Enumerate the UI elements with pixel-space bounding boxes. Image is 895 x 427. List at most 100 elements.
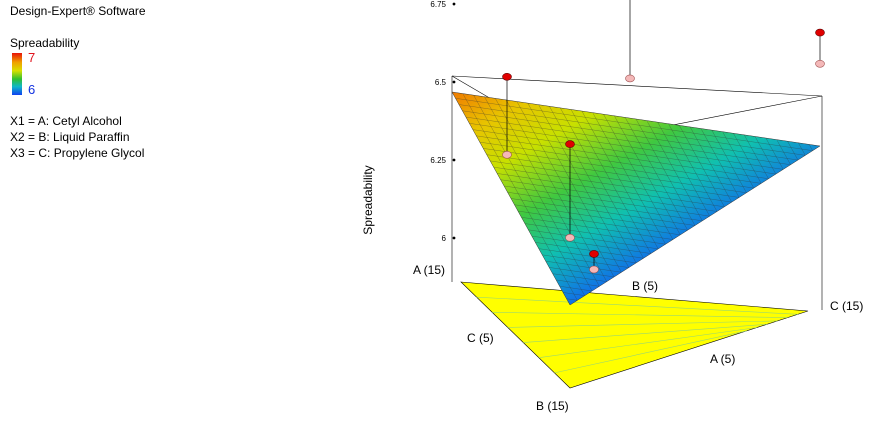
mesh-line [545, 260, 622, 273]
mesh-line [504, 185, 710, 217]
floor-contour [476, 296, 798, 315]
vertex-label-c-low: C (5) [467, 331, 494, 345]
mesh-line [679, 125, 725, 207]
vertex-label-c-high: C (15) [830, 299, 863, 313]
vertex-label-b-low: B (5) [632, 279, 658, 293]
z-axis-label: Spreadability [361, 165, 375, 234]
design-points [502, 0, 825, 274]
mesh-line [514, 204, 688, 231]
mesh-line [527, 103, 622, 273]
mesh-line [765, 137, 784, 170]
mesh-line [490, 160, 740, 198]
mesh-line [581, 110, 659, 249]
floor-contour [554, 330, 747, 374]
mesh-line [635, 118, 696, 226]
mesh-line [614, 115, 681, 235]
z-tick-mark [452, 80, 456, 84]
mesh-line [711, 130, 747, 193]
mesh-line [566, 298, 578, 301]
mesh-line [689, 126, 732, 203]
floor-contour [492, 311, 788, 318]
mesh-line [538, 248, 637, 264]
floor-contours [476, 296, 798, 374]
vertex-label-a-high: A (15) [413, 263, 445, 277]
actual-point [589, 250, 599, 258]
mesh-line [549, 267, 615, 278]
predicted-point [589, 265, 599, 274]
mesh-line [552, 273, 607, 282]
mesh-line [733, 133, 762, 184]
z-tick-label: 6 [442, 234, 447, 243]
predicted-point [625, 74, 635, 83]
response-name: Spreadability [10, 36, 80, 50]
mesh-line [493, 167, 732, 203]
mesh-line [521, 217, 673, 240]
mesh-line [507, 192, 703, 221]
floor-triangle [460, 281, 809, 389]
mesh-line [497, 173, 725, 207]
mesh-line [484, 96, 593, 292]
mesh-line [625, 117, 688, 231]
mesh-line [517, 210, 681, 236]
mesh-line [483, 148, 754, 189]
mesh-line [535, 242, 644, 259]
color-scale-low: 6 [28, 82, 36, 97]
mesh-line [787, 141, 799, 161]
mesh-line [462, 110, 798, 161]
mesh-line [542, 254, 629, 268]
mesh-line [505, 99, 607, 282]
mesh-line [476, 135, 769, 179]
mesh-line [603, 114, 674, 240]
z-axis: 66.256.56.757 [430, 0, 456, 243]
mesh-line [754, 136, 777, 175]
mesh-line [776, 139, 791, 165]
floor-contour [523, 323, 768, 343]
mesh-line [646, 120, 703, 221]
vertex-label-b-high: B (15) [536, 399, 569, 413]
z-tick-mark [452, 236, 456, 240]
mesh-line [528, 229, 659, 250]
color-scale-bar [12, 53, 22, 95]
mesh-line [500, 179, 718, 212]
mesh-line [798, 142, 806, 156]
mesh-line [700, 128, 740, 198]
mesh-line [559, 286, 593, 292]
factor-label-x3: X3 = C: Propylene Glycol [10, 146, 145, 160]
mesh-line [462, 93, 578, 301]
color-scale-high: 7 [28, 50, 36, 65]
floor-contour [538, 327, 758, 359]
factor-label-x1: X1 = A: Cetyl Alcohol [10, 114, 122, 128]
actual-point [815, 28, 825, 37]
mesh-line [549, 106, 637, 263]
mesh-line [556, 279, 600, 287]
mesh-line [469, 123, 784, 170]
actual-point [565, 140, 575, 148]
mesh-line [657, 122, 710, 217]
mesh-line [455, 98, 813, 151]
surface-mesh [455, 93, 813, 301]
predicted-point [565, 233, 575, 242]
mesh-line [563, 292, 585, 296]
mesh-line [510, 198, 696, 226]
z-tick-label: 6.5 [435, 78, 447, 87]
z-tick-mark [452, 2, 456, 6]
floor-contour [507, 320, 778, 328]
factor-label-x2: X2 = B: Liquid Paraffin [10, 130, 130, 144]
predicted-point [815, 59, 825, 68]
vertex-label-a-low: A (5) [710, 352, 735, 366]
mesh-line [668, 123, 718, 212]
mesh-line [524, 223, 666, 245]
mesh-line [592, 112, 666, 245]
mesh-line [744, 134, 769, 179]
mesh-line [809, 144, 813, 151]
z-tick-label: 6.75 [430, 0, 446, 9]
mesh-line [722, 131, 754, 189]
actual-point [502, 73, 512, 81]
z-tick-mark [452, 158, 456, 162]
mesh-line [570, 109, 652, 254]
predicted-point [502, 151, 512, 159]
mesh-line [531, 235, 651, 254]
software-title: Design-Expert® Software [10, 4, 146, 18]
z-tick-label: 6.25 [430, 156, 446, 165]
